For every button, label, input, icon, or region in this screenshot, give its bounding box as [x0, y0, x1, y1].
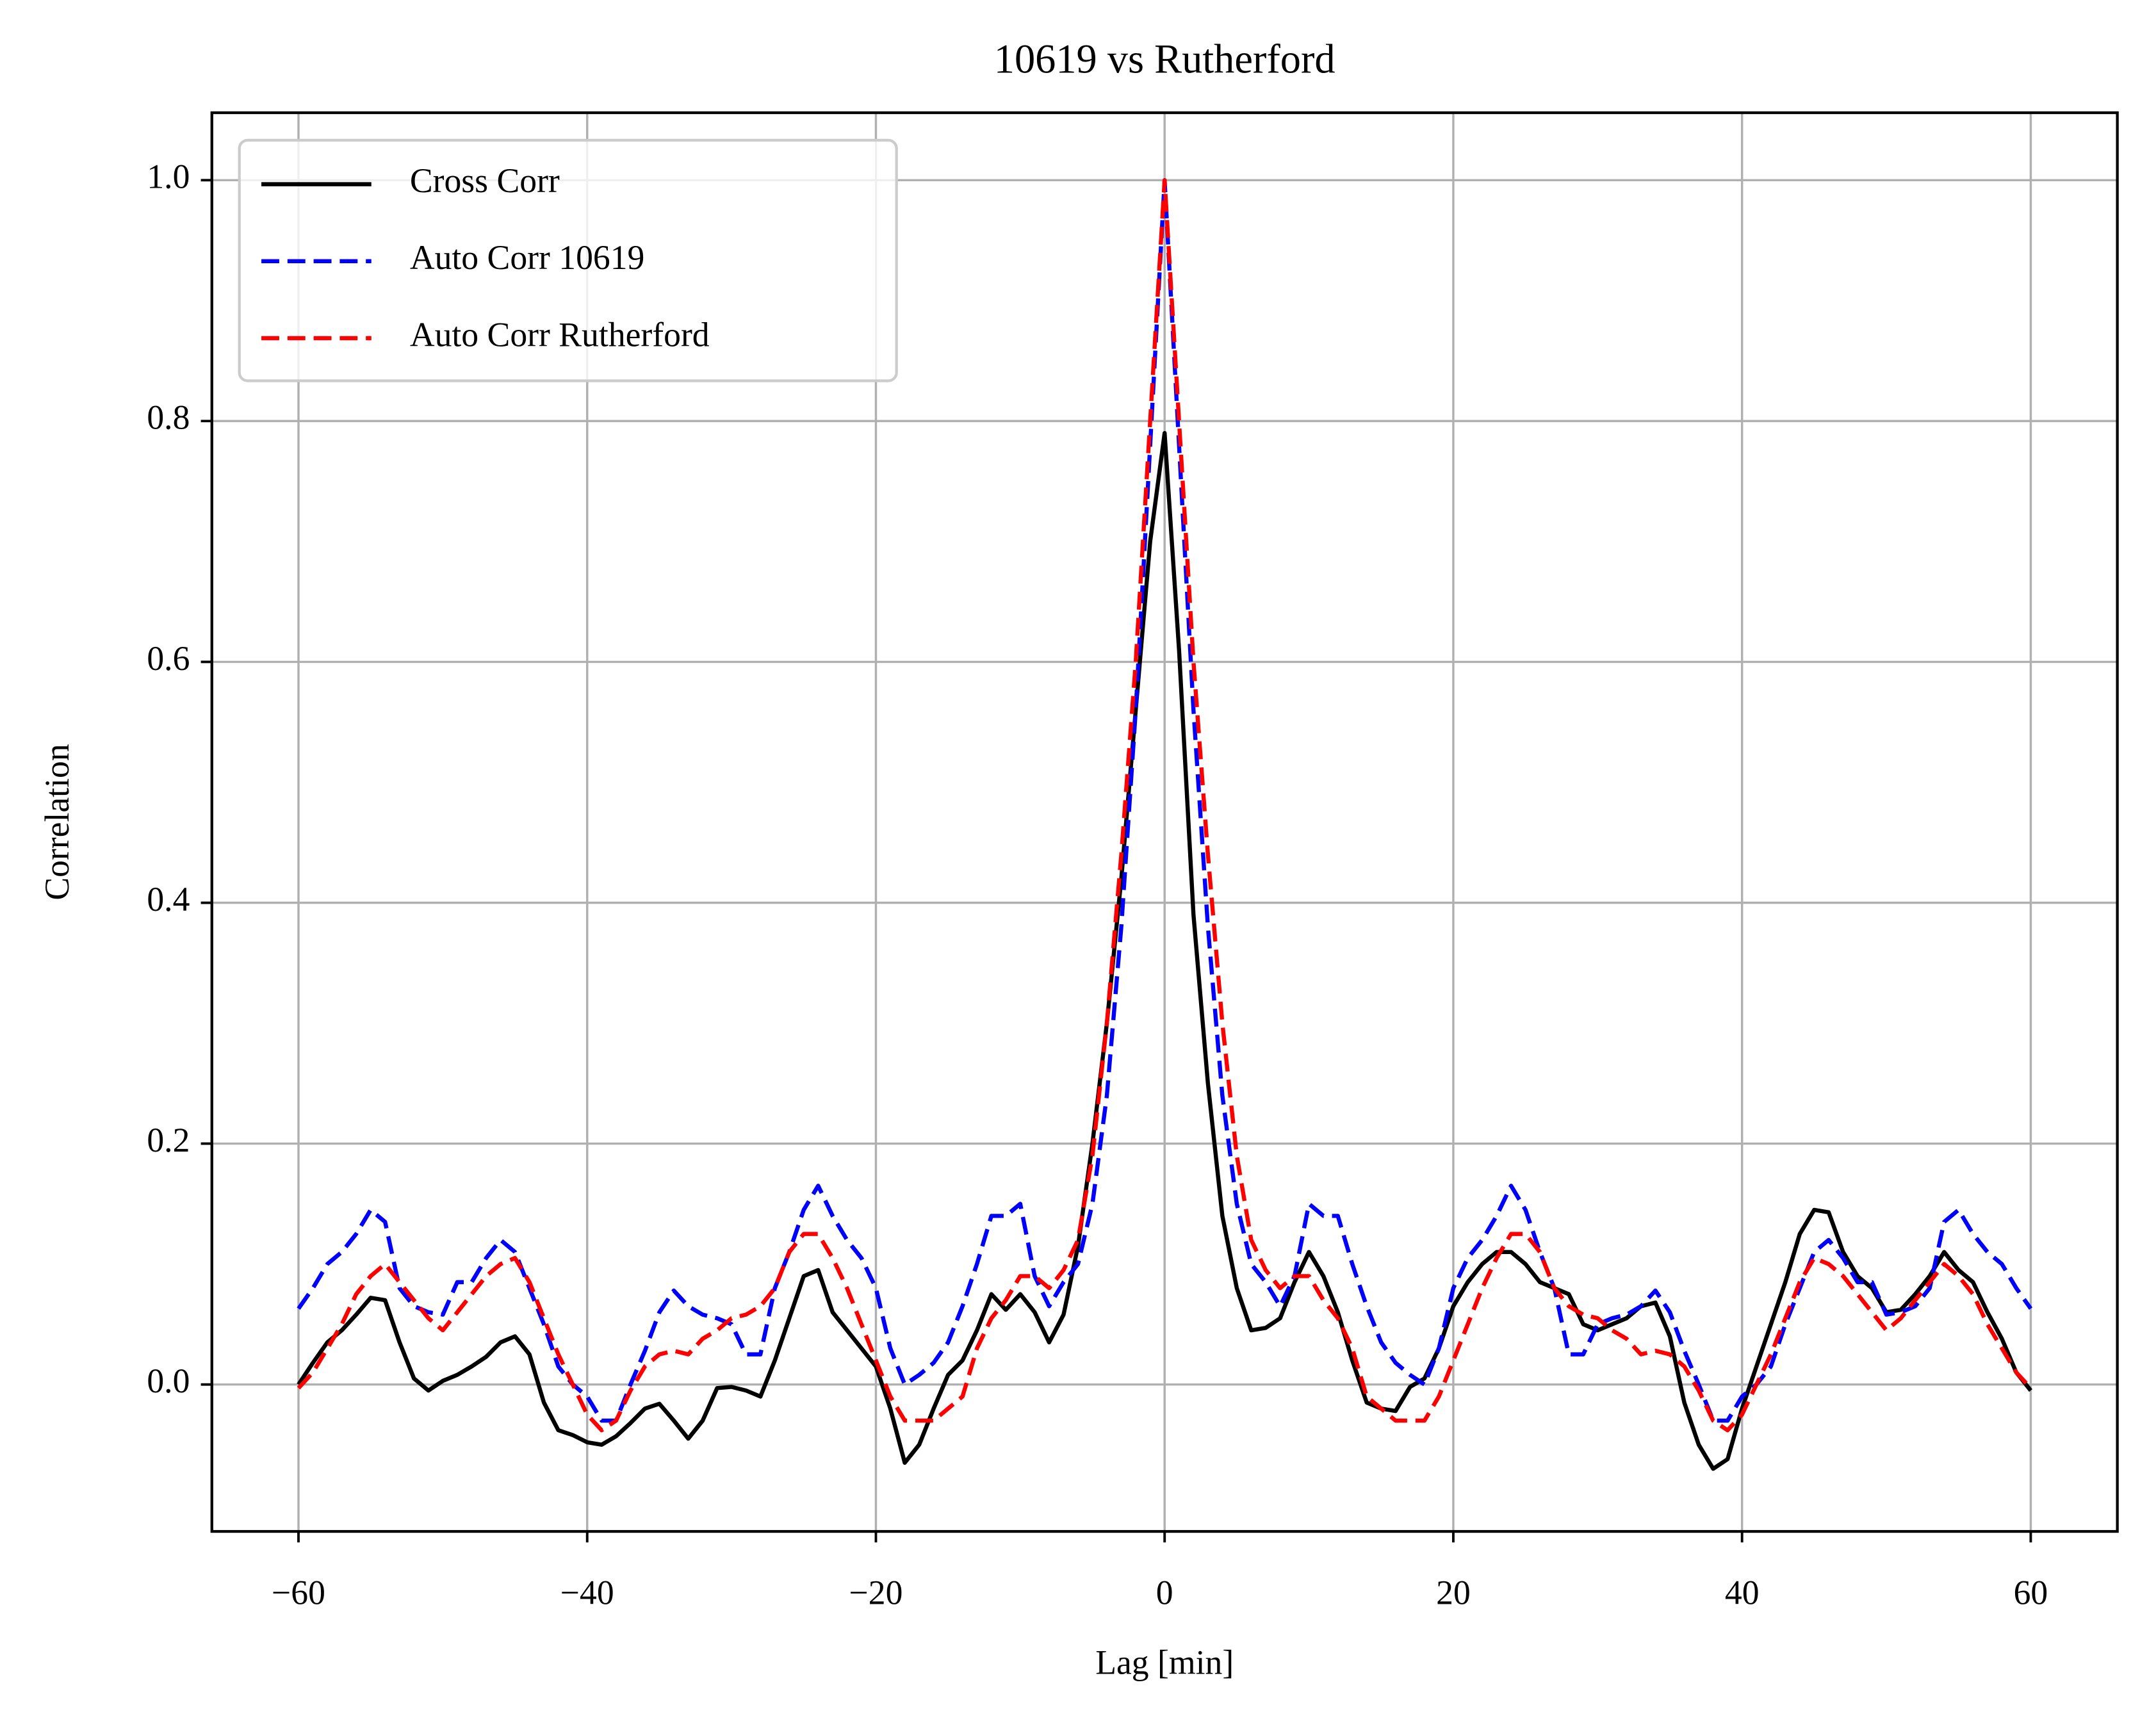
y-tick-label: 0.2: [147, 1121, 190, 1159]
legend-label: Cross Corr: [410, 161, 560, 200]
legend-label: Auto Corr 10619: [410, 238, 645, 277]
y-tick-label: 0.4: [147, 880, 190, 918]
legend-box: [238, 138, 898, 382]
data-line: [297, 430, 2032, 1471]
legend-label: Auto Corr Rutherford: [410, 315, 710, 354]
y-tick-label: 0.0: [147, 1362, 190, 1400]
y-axis-label: Correlation: [38, 744, 76, 900]
y-tick-label: 0.8: [147, 398, 190, 437]
y-tick-label: 1.0: [147, 158, 190, 196]
legend: Cross Corr Auto Corr 10619 Auto Corr Ruthe…: [238, 138, 898, 382]
chart-title: 10619 vs Rutherford: [994, 37, 1335, 82]
x-axis-label: Lag [min]: [1095, 1643, 1234, 1682]
data-line: [297, 178, 2032, 1433]
x-tick-label: −60: [272, 1573, 325, 1611]
x-tick-label: 60: [2014, 1573, 2048, 1611]
x-tick-label: 0: [1156, 1573, 1173, 1611]
x-tick-label: −20: [849, 1573, 903, 1611]
x-tick-label: −40: [560, 1573, 614, 1611]
y-tick-label: 0.6: [147, 639, 190, 678]
x-tick-label: 40: [1725, 1573, 1760, 1611]
x-tick-label: 20: [1436, 1573, 1471, 1611]
